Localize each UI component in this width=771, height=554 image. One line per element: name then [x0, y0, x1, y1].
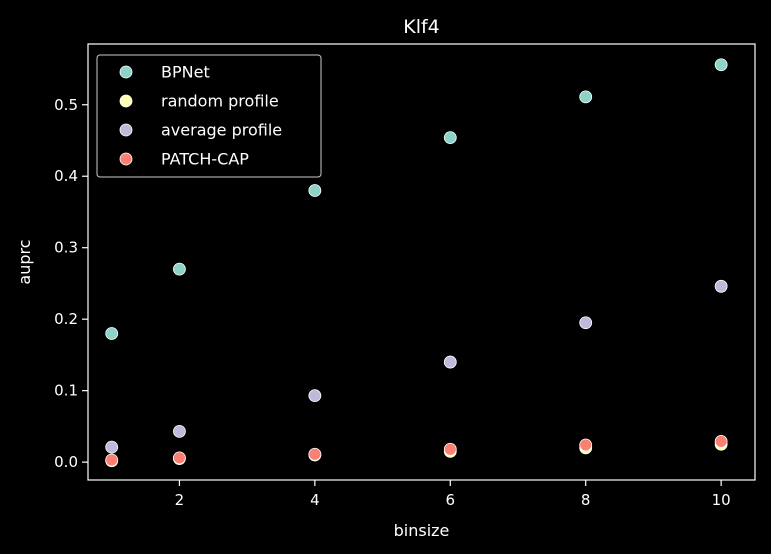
point-patch-cap — [443, 442, 457, 456]
legend-label: PATCH-CAP — [161, 150, 249, 169]
legend-marker — [119, 65, 133, 79]
x-tick-label: 8 — [581, 491, 591, 509]
x-tick-label: 4 — [310, 491, 320, 509]
point-patch-cap — [579, 438, 593, 452]
y-tick-label: 0.5 — [54, 96, 78, 114]
point-bpnet — [308, 184, 322, 197]
legend-marker — [119, 94, 133, 108]
chart-title: Klf4 — [403, 16, 440, 38]
point-average-profile — [308, 389, 322, 403]
y-axis: 0.0 0.1 0.2 0.3 0.4 0.5 — [54, 96, 88, 471]
point-patch-cap — [105, 453, 119, 467]
legend-box — [96, 54, 322, 178]
legend-label: average profile — [161, 121, 282, 140]
y-tick-label: 0.3 — [54, 239, 78, 257]
plot-frame — [87, 43, 756, 481]
legend-marker — [119, 123, 133, 137]
x-axis: 2 4 6 8 10 — [175, 480, 731, 509]
point-bpnet — [579, 90, 593, 104]
point-average-profile — [714, 279, 728, 293]
x-tick-label: 10 — [712, 491, 731, 509]
point-patch-cap — [173, 451, 186, 465]
y-tick-label: 0.2 — [54, 310, 78, 328]
data-points — [105, 58, 728, 468]
point-average-profile — [579, 316, 593, 330]
point-bpnet — [173, 262, 186, 276]
legend-marker — [119, 152, 133, 166]
point-average-profile — [443, 355, 457, 369]
y-tick-label: 0.4 — [54, 167, 78, 185]
point-patch-cap — [308, 447, 322, 461]
point-average-profile — [105, 440, 119, 454]
point-bpnet — [105, 327, 119, 340]
y-tick-label: 0.0 — [54, 453, 78, 471]
x-tick-label: 6 — [446, 491, 456, 509]
y-tick-label: 0.1 — [54, 382, 78, 400]
legend-label: random profile — [161, 92, 279, 111]
point-bpnet — [443, 131, 457, 145]
legend-label: BPNet — [161, 63, 210, 82]
y-axis-label: auprc — [15, 239, 34, 284]
legend: BPNet random profile average profile PATCH-… — [96, 54, 322, 178]
point-patch-cap — [714, 435, 728, 448]
x-tick-label: 2 — [175, 491, 185, 509]
point-average-profile — [173, 424, 186, 438]
point-bpnet — [714, 58, 728, 72]
x-axis-label: binsize — [394, 521, 450, 540]
